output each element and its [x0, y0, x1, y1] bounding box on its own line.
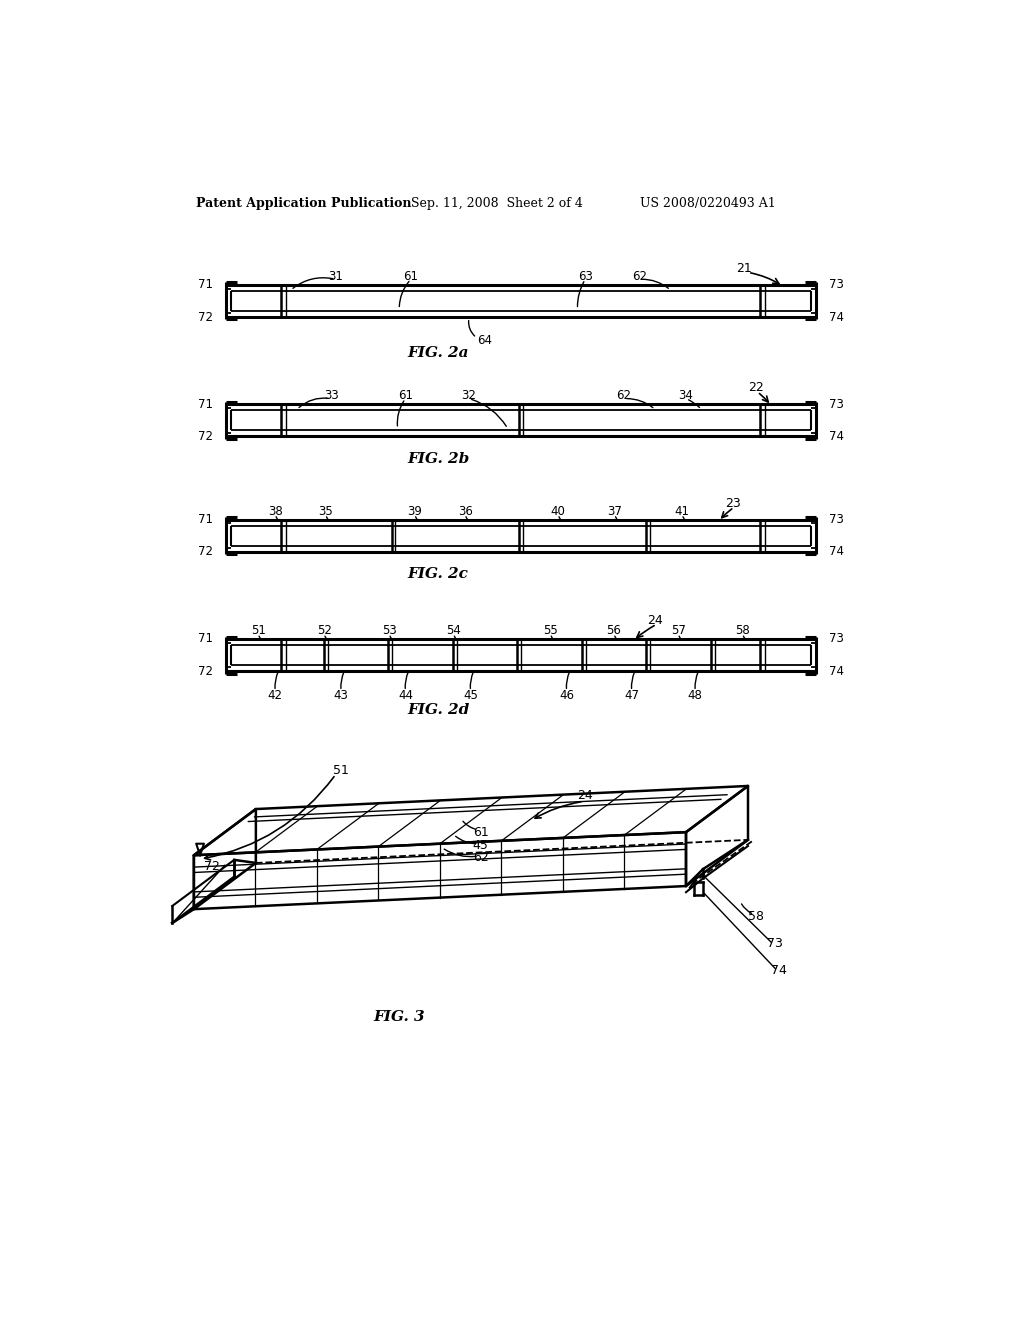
Text: 45: 45: [473, 838, 488, 851]
Text: Patent Application Publication: Patent Application Publication: [197, 197, 412, 210]
Text: 62: 62: [473, 851, 488, 865]
Text: 73: 73: [828, 279, 844, 292]
Text: 71: 71: [199, 632, 213, 645]
Text: 32: 32: [462, 389, 476, 403]
Text: 24: 24: [647, 614, 663, 627]
Text: 23: 23: [725, 496, 740, 510]
Text: 73: 73: [828, 513, 844, 527]
Text: 55: 55: [543, 624, 558, 638]
Text: 71: 71: [199, 513, 213, 527]
Text: 46: 46: [559, 689, 574, 702]
Text: 36: 36: [458, 504, 472, 517]
Text: 39: 39: [408, 504, 422, 517]
Text: 73: 73: [767, 937, 783, 950]
Text: 44: 44: [398, 689, 413, 702]
Text: 61: 61: [398, 389, 413, 403]
Text: 71: 71: [199, 279, 213, 292]
Text: 74: 74: [828, 545, 844, 558]
Text: 41: 41: [675, 504, 689, 517]
Text: 52: 52: [316, 624, 332, 638]
Text: 72: 72: [199, 430, 213, 444]
Text: 74: 74: [828, 665, 844, 677]
Text: 57: 57: [671, 624, 686, 638]
Text: 61: 61: [403, 269, 419, 282]
Text: 72: 72: [204, 861, 219, 874]
Text: 43: 43: [334, 689, 348, 702]
Text: 71: 71: [199, 397, 213, 411]
Text: 72: 72: [199, 310, 213, 323]
Text: 72: 72: [199, 665, 213, 677]
Text: 63: 63: [578, 269, 593, 282]
Text: 33: 33: [324, 389, 338, 403]
Text: 73: 73: [828, 397, 844, 411]
Text: Sep. 11, 2008  Sheet 2 of 4: Sep. 11, 2008 Sheet 2 of 4: [411, 197, 583, 210]
Text: 74: 74: [828, 430, 844, 444]
Text: 22: 22: [748, 381, 764, 395]
Text: FIG. 2b: FIG. 2b: [407, 451, 469, 466]
Text: FIG. 3: FIG. 3: [374, 1010, 425, 1024]
Text: 35: 35: [318, 504, 333, 517]
Text: 58: 58: [735, 624, 750, 638]
Text: 72: 72: [199, 545, 213, 558]
Text: 31: 31: [329, 269, 343, 282]
Text: 58: 58: [748, 911, 764, 924]
Text: 34: 34: [679, 389, 693, 403]
Text: 38: 38: [268, 504, 283, 517]
Text: 37: 37: [607, 504, 623, 517]
Text: 74: 74: [771, 964, 786, 977]
Text: 47: 47: [625, 689, 639, 702]
Text: 74: 74: [828, 310, 844, 323]
Text: FIG. 2a: FIG. 2a: [408, 346, 469, 360]
Text: 21: 21: [736, 261, 752, 275]
Text: 61: 61: [473, 825, 488, 838]
Text: 51: 51: [251, 624, 265, 638]
Text: 51: 51: [334, 764, 349, 777]
Text: FIG. 2c: FIG. 2c: [408, 568, 468, 581]
Text: 40: 40: [551, 504, 565, 517]
Text: 45: 45: [463, 689, 478, 702]
Text: 54: 54: [446, 624, 461, 638]
Text: 48: 48: [688, 689, 702, 702]
Text: FIG. 2d: FIG. 2d: [407, 704, 469, 718]
Text: 62: 62: [632, 269, 647, 282]
Text: 53: 53: [382, 624, 396, 638]
Text: 64: 64: [477, 334, 492, 347]
Text: 56: 56: [606, 624, 622, 638]
Text: 73: 73: [828, 632, 844, 645]
Text: 42: 42: [267, 689, 283, 702]
Text: 62: 62: [616, 389, 632, 403]
Text: 24: 24: [578, 789, 593, 803]
Text: US 2008/0220493 A1: US 2008/0220493 A1: [640, 197, 775, 210]
